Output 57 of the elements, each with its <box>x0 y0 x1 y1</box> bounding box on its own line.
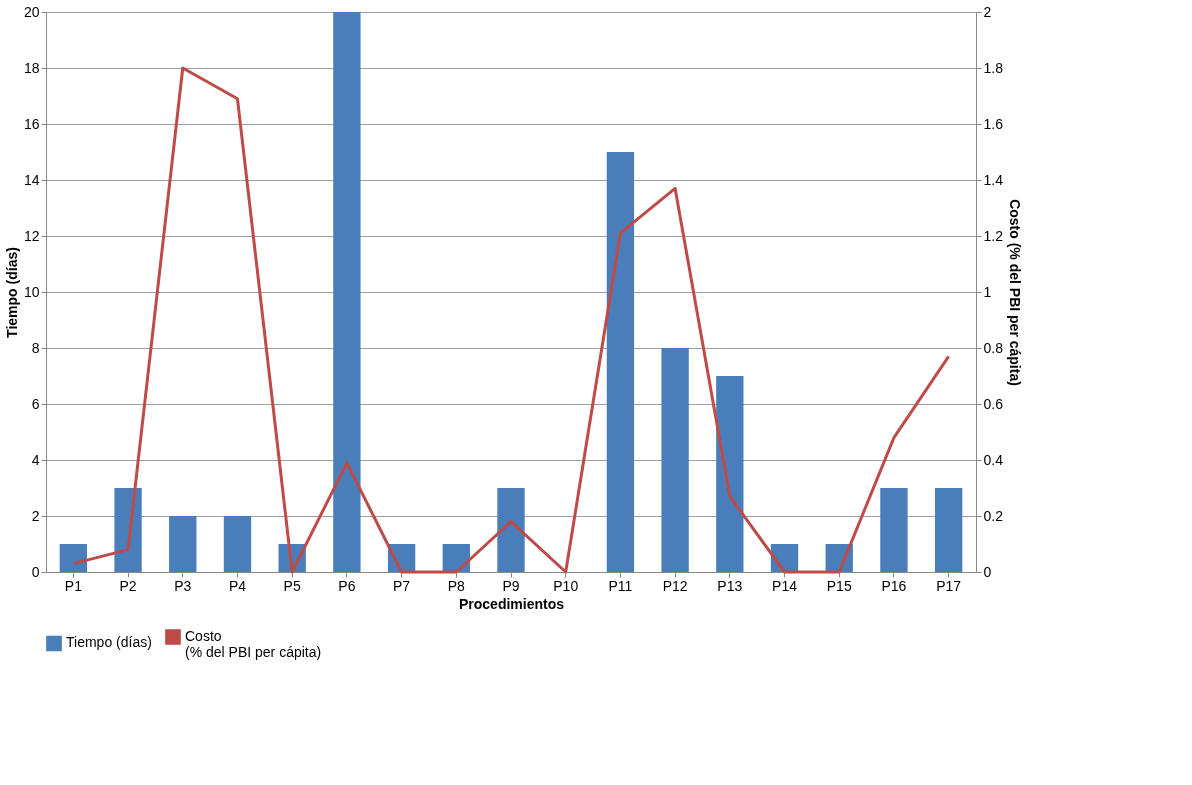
y2-axis-title: Costo (% del PBI per cápita) <box>1006 199 1023 386</box>
bar <box>606 152 635 572</box>
y-tick-label: 16 <box>23 115 40 132</box>
legend-label: Costo (% del PBI per cápita) <box>185 628 322 660</box>
y-tick-label: 14 <box>23 171 40 188</box>
legend-label: Tiempo (días) <box>66 634 152 651</box>
bar <box>497 488 525 572</box>
x-tick-label: P7 <box>393 577 411 594</box>
x-tick-label: P1 <box>64 577 83 594</box>
y-tick-label: 0 <box>31 563 40 580</box>
bar <box>223 516 252 572</box>
x-tick-label: P5 <box>283 577 301 594</box>
bar <box>716 376 744 572</box>
x-tick-label: P10 <box>553 577 579 594</box>
y-tick-label: 4 <box>31 451 40 468</box>
y-tick-label: 12 <box>23 227 40 244</box>
bar <box>169 516 197 572</box>
y-tick-label: 2 <box>31 507 40 524</box>
x-tick-label: P16 <box>881 577 907 594</box>
x-axis-title: Procedimientos <box>458 595 565 612</box>
line-series <box>71 66 951 574</box>
y2-tick-label: 1.6 <box>983 115 1004 132</box>
bar <box>661 348 689 572</box>
x-tick-label: P3 <box>174 577 192 594</box>
x-tick-label: P14 <box>772 577 798 594</box>
x-tick-label: P8 <box>447 577 466 594</box>
x-tick-label: P12 <box>662 577 688 594</box>
x-tick-label: P9 <box>502 577 520 594</box>
y2-tick-label: 0.4 <box>983 451 1004 468</box>
x-tick-label: P17 <box>936 577 962 594</box>
y2-tick-label: 0.8 <box>983 339 1004 356</box>
bar <box>880 488 908 572</box>
y2-tick-label: 1.2 <box>983 227 1004 244</box>
y2-tick-label: 0.2 <box>983 507 1004 524</box>
y-tick-label: 10 <box>23 283 40 300</box>
bar <box>333 12 361 572</box>
x-tick-label: P6 <box>338 577 356 594</box>
y-tick-label: 20 <box>23 3 40 20</box>
bar <box>114 488 142 572</box>
bar <box>442 544 470 572</box>
y2-tick-label: 2 <box>983 3 992 20</box>
y-tick-label: 8 <box>31 339 40 356</box>
y2-tick-label: 0.6 <box>983 395 1004 412</box>
y-axis-title: Tiempo (días) <box>3 247 20 338</box>
bar <box>59 544 88 572</box>
x-tick-label: P4 <box>228 577 247 594</box>
x-tick-label: P13 <box>717 577 743 594</box>
y2-tick-label: 1.8 <box>983 59 1004 76</box>
y-tick-label: 6 <box>31 395 40 412</box>
x-tick-label: P2 <box>119 577 137 594</box>
x-tick-label: P11 <box>608 577 633 594</box>
bar <box>934 488 963 572</box>
y-tick-label: 18 <box>23 59 40 76</box>
y2-tick-label: 0 <box>983 563 992 580</box>
y2-tick-label: 1.4 <box>983 171 1004 188</box>
x-tick-label: P15 <box>826 577 852 594</box>
y2-tick-label: 1 <box>983 283 992 300</box>
